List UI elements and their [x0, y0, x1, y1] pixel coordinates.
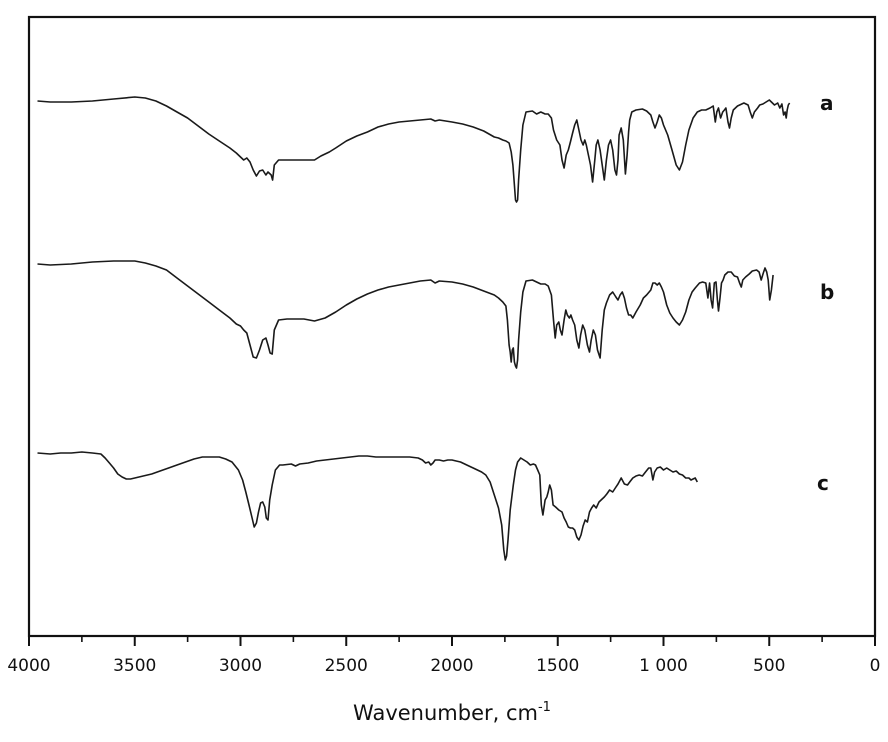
plot-frame [27, 15, 877, 638]
trace-c [37, 451, 699, 561]
x-axis-tick-labels: 4000 3500 3000 2500 2000 1500 1 000 500 0 [7, 656, 880, 676]
trace-a [37, 96, 791, 203]
trace-label-b: b [820, 280, 834, 304]
x-tick-label: 0 [870, 656, 881, 676]
x-tick-label: 2500 [325, 656, 368, 676]
trace-labels: a b c [817, 91, 834, 495]
trace-label-c: c [817, 471, 829, 495]
x-tick-label: 2000 [430, 656, 473, 676]
trace-b [37, 260, 774, 369]
x-tick-label: 1 000 [639, 656, 688, 676]
x-axis-title: Wavenumber, cm-1 [353, 700, 551, 725]
spectra-traces [37, 96, 791, 561]
x-tick-label: 3500 [113, 656, 156, 676]
x-tick-label: 3000 [219, 656, 262, 676]
x-tick-label: 500 [753, 656, 785, 676]
x-tick-label: 1500 [536, 656, 579, 676]
trace-label-a: a [820, 91, 834, 115]
x-tick-label: 4000 [7, 656, 50, 676]
x-axis-ticks [28, 636, 876, 646]
